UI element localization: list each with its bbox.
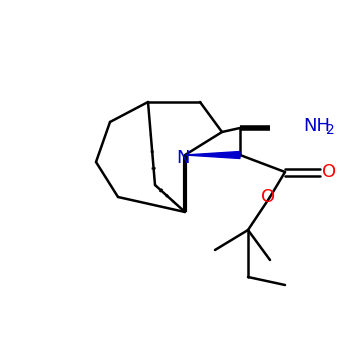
Text: O: O <box>261 188 275 206</box>
Polygon shape <box>185 152 240 158</box>
Text: N: N <box>176 149 190 167</box>
Text: NH: NH <box>303 117 330 135</box>
Text: 2: 2 <box>326 123 334 137</box>
Text: O: O <box>322 163 336 181</box>
